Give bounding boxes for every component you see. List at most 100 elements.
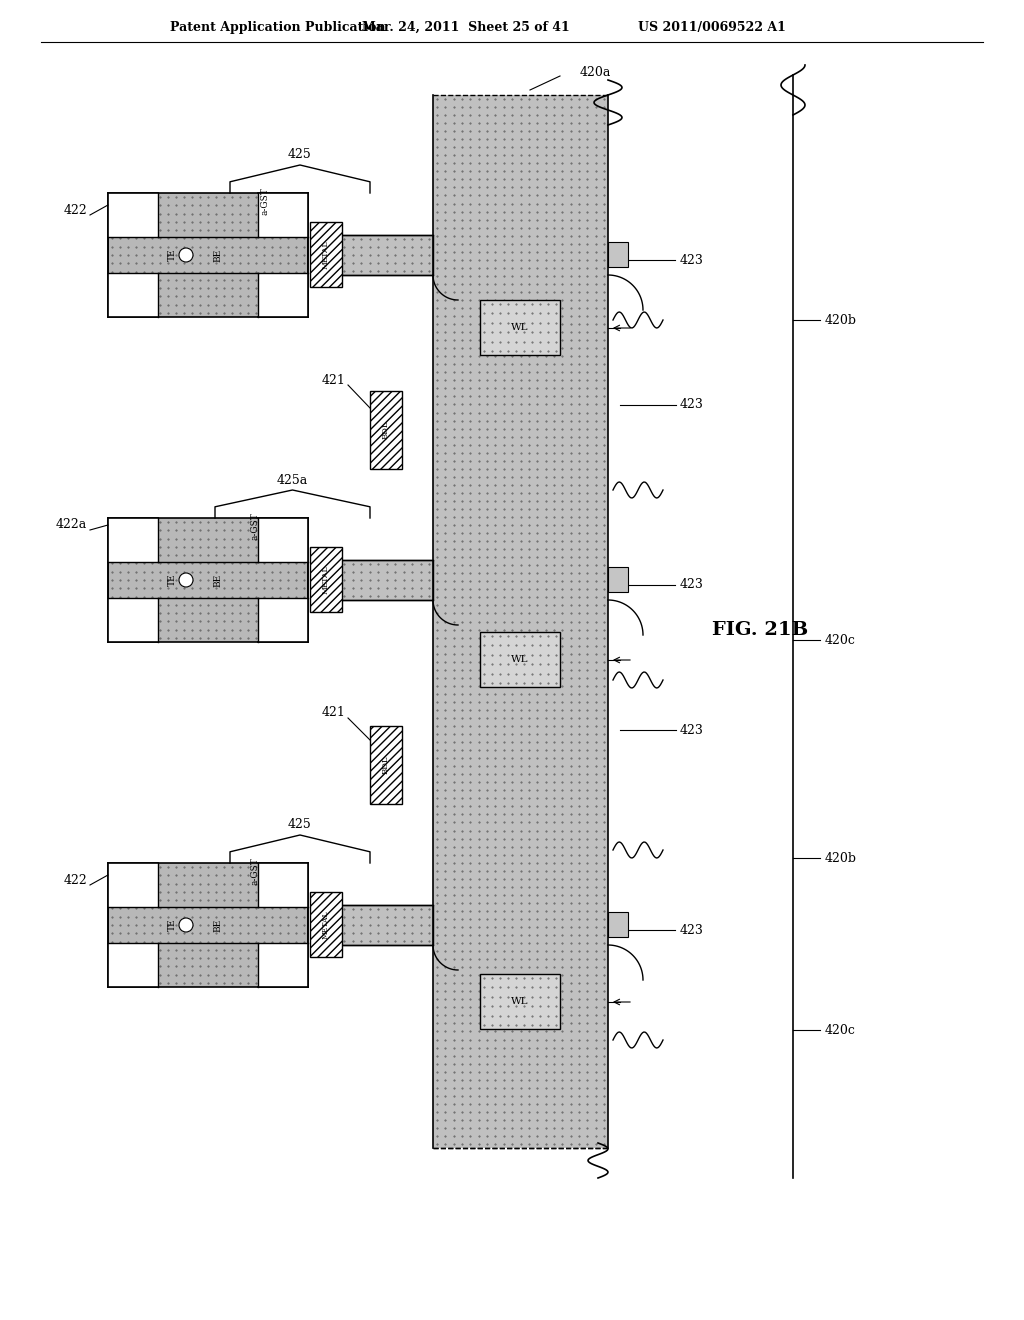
Point xyxy=(529,458,546,479)
Point xyxy=(296,578,312,599)
Point xyxy=(471,804,487,825)
Point xyxy=(429,853,445,874)
Point xyxy=(520,611,537,632)
Point xyxy=(479,836,496,857)
Point xyxy=(103,203,120,224)
Point xyxy=(520,297,537,318)
Point xyxy=(224,915,241,936)
Point xyxy=(462,684,478,705)
Point xyxy=(512,892,528,913)
Point xyxy=(280,586,296,607)
Point xyxy=(596,1061,612,1082)
Point xyxy=(454,370,470,391)
Point xyxy=(462,458,478,479)
Point xyxy=(224,857,241,878)
Point xyxy=(191,578,208,599)
Point xyxy=(483,322,500,343)
Point xyxy=(120,261,136,282)
Point xyxy=(191,940,208,961)
Point xyxy=(454,739,470,760)
Point xyxy=(256,286,272,308)
Point xyxy=(487,1077,504,1098)
Point xyxy=(520,949,537,970)
Point xyxy=(479,289,496,310)
Point xyxy=(264,536,281,557)
Point xyxy=(512,120,528,141)
Point xyxy=(437,499,454,520)
Point xyxy=(454,997,470,1018)
Point xyxy=(538,651,554,672)
Point xyxy=(570,346,587,367)
Point xyxy=(288,882,304,903)
Point xyxy=(496,226,512,247)
Point xyxy=(520,104,537,125)
Point xyxy=(554,715,570,737)
Point xyxy=(184,520,201,541)
Point xyxy=(496,828,512,849)
Point xyxy=(588,916,604,937)
Point xyxy=(512,523,528,544)
Text: BE: BE xyxy=(213,248,222,261)
Point xyxy=(200,940,216,961)
Point xyxy=(421,252,437,273)
Point xyxy=(462,764,478,785)
Point xyxy=(588,635,604,656)
Point xyxy=(288,594,304,615)
Point xyxy=(596,739,612,760)
Point xyxy=(152,890,168,911)
Point xyxy=(191,261,208,282)
Point xyxy=(128,286,144,308)
Point xyxy=(112,211,128,232)
Point xyxy=(520,965,537,986)
Point xyxy=(271,195,288,216)
Point xyxy=(504,249,520,271)
Point xyxy=(160,569,176,590)
Point xyxy=(429,1053,445,1074)
Point xyxy=(264,195,281,216)
Point xyxy=(520,570,537,591)
Point xyxy=(271,269,288,290)
Point xyxy=(538,788,554,809)
Point xyxy=(540,626,556,647)
Point xyxy=(546,418,562,440)
Point xyxy=(429,1117,445,1138)
Point xyxy=(596,635,612,656)
Point xyxy=(462,1093,478,1114)
Point xyxy=(529,137,546,158)
Point xyxy=(512,981,528,1002)
Point xyxy=(429,715,445,737)
Point xyxy=(103,915,120,936)
Point xyxy=(256,906,272,927)
Point xyxy=(580,804,596,825)
Point xyxy=(296,236,312,257)
Bar xyxy=(310,222,342,286)
Point xyxy=(504,788,520,809)
Point xyxy=(524,1015,541,1036)
Point xyxy=(112,956,128,977)
Point xyxy=(512,554,528,576)
Point xyxy=(445,450,462,471)
Point xyxy=(395,260,412,281)
Point xyxy=(208,511,224,532)
Point xyxy=(176,569,193,590)
Point xyxy=(554,676,570,697)
Point xyxy=(580,595,596,616)
Point xyxy=(529,209,546,230)
Point xyxy=(546,812,562,833)
Point xyxy=(152,627,168,648)
Point xyxy=(504,900,520,921)
Point xyxy=(437,442,454,463)
Point xyxy=(240,873,256,894)
Point xyxy=(596,201,612,222)
Point xyxy=(540,322,556,343)
Point xyxy=(462,442,478,463)
Point xyxy=(421,553,437,574)
Point xyxy=(580,305,596,326)
Point xyxy=(429,723,445,744)
Point xyxy=(508,635,524,656)
Point xyxy=(471,362,487,383)
Point xyxy=(271,594,288,615)
Point xyxy=(454,715,470,737)
Point xyxy=(562,273,579,294)
Point xyxy=(271,277,288,298)
